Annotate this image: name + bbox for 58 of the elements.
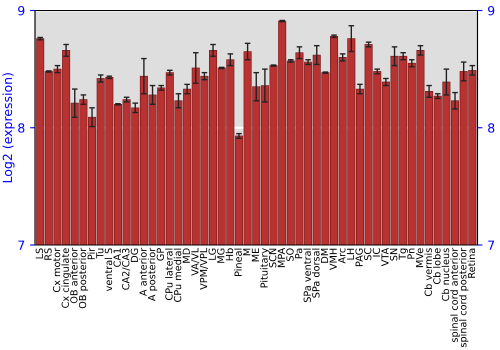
x-tick-label: OB posterior <box>78 248 88 308</box>
x-tick-label: DG <box>130 248 138 262</box>
x-tick-label: PAG <box>355 248 363 266</box>
x-tick-label: CPu lateral <box>165 248 173 300</box>
x-tick-label: Cx motor <box>52 248 60 292</box>
x-tick-label: LG <box>208 248 216 260</box>
x-tick-label: M <box>243 248 250 256</box>
y2-tick-label: 9 <box>488 6 494 16</box>
x-tick-label: ventral S <box>104 248 112 292</box>
x-tick-label: Pn <box>407 248 414 259</box>
x-tick-label: Retina <box>468 248 476 278</box>
x-tick-label: Tg <box>398 248 408 260</box>
x-tick-label: MPA <box>278 248 285 268</box>
x-tick-label: MVe <box>416 248 424 268</box>
x-tick-label: ME <box>252 248 259 262</box>
x-tick-label: A anterior <box>139 248 147 296</box>
x-tick-label: DM <box>320 248 328 263</box>
y-axis-title: Log2 (expression) <box>2 73 15 182</box>
x-tick-label: VTA <box>381 248 389 266</box>
x-tick-label: MD <box>182 248 190 263</box>
x-tick-label: Pituitary <box>260 248 270 288</box>
x-tick-label: CA1 <box>113 248 121 267</box>
y-tick-label: 9 <box>18 6 24 16</box>
x-tick-label: Cx cingulate <box>61 248 71 308</box>
x-tick-label: LH <box>346 248 354 260</box>
x-tick-label: Cb lobe <box>433 248 441 284</box>
x-tick-label: Hb <box>226 248 234 260</box>
x-tick-label: VA/VL <box>191 248 200 276</box>
x-tick-label: spinal cord anterior <box>450 248 460 342</box>
x-tick-label: MG <box>217 248 224 263</box>
x-tick-label: LS <box>36 248 44 258</box>
x-tick-label: SPa ventral <box>303 248 311 302</box>
x-tick-label: IC <box>372 248 380 256</box>
x-tick-label: Arc <box>338 248 346 264</box>
x-tick-label: VPM/VPL <box>200 248 208 290</box>
x-tick-label: Pa <box>295 248 302 258</box>
x-tick-label: SO <box>286 248 294 261</box>
x-tick-label: Tu <box>96 248 104 258</box>
x-tick-label: CA2/CA3 <box>122 248 130 290</box>
x-tick-label: GP <box>156 248 164 261</box>
y2-tick-label: 8 <box>488 123 494 133</box>
y-tick-label: 8 <box>18 123 24 133</box>
x-tick-label: SPa dorsal <box>312 248 320 298</box>
x-tick-label: SN <box>390 248 398 261</box>
x-tick-label: SCN <box>269 248 276 268</box>
x-tick-label: Pineal <box>234 248 242 276</box>
x-tick-label: Cb nucleus <box>442 248 450 301</box>
x-tick-label: A posterior <box>148 248 158 302</box>
x-tick-label: RS <box>44 248 52 260</box>
x-tick-label: VMH <box>330 248 337 270</box>
x-tick-label: Cb vermis <box>424 248 432 296</box>
x-tick-label: SC <box>364 248 372 260</box>
x-tick-label: CPu medial <box>174 248 182 302</box>
y-tick-label: 7 <box>18 240 24 250</box>
x-tick-label: spinal cord posterior <box>458 248 468 348</box>
x-tick-label: OB anterior <box>70 248 78 304</box>
x-tick-label: Pir <box>87 248 95 260</box>
y2-tick-label: 7 <box>488 240 494 250</box>
